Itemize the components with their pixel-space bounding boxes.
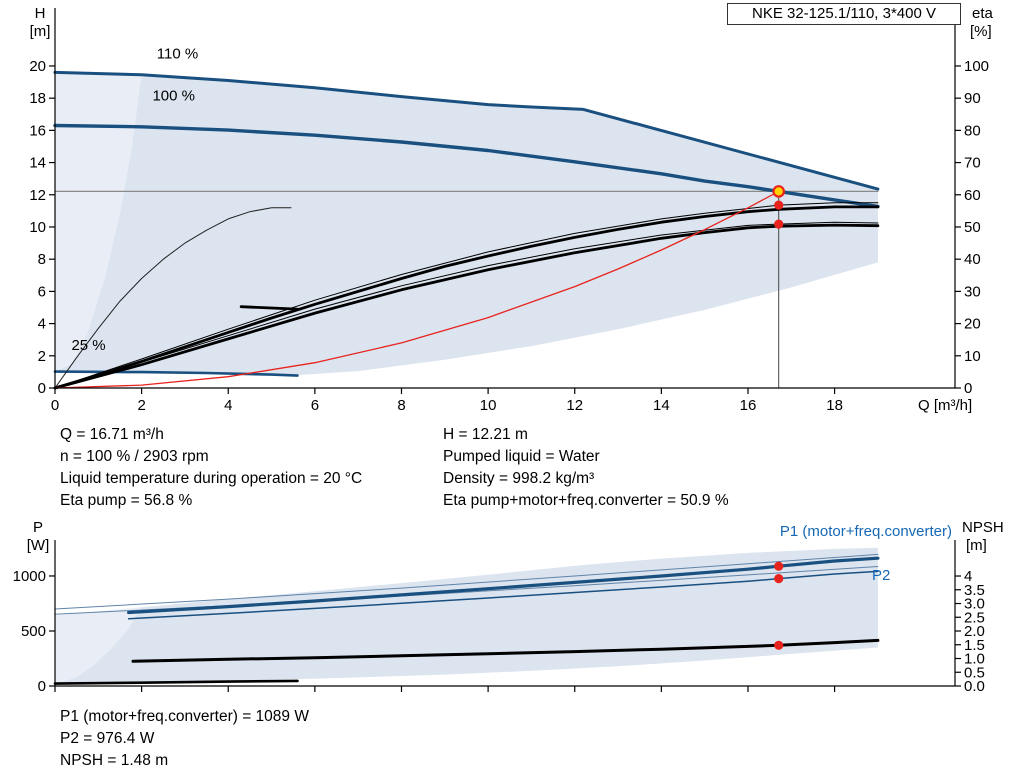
x-tick-label: 10 xyxy=(480,397,497,414)
x-tick-label: 8 xyxy=(397,397,405,414)
npsh-point xyxy=(774,640,784,650)
y-right-tick-label: 50 xyxy=(964,219,981,236)
info-line-speed: n = 100 % / 2903 rpm xyxy=(60,448,209,465)
y-right-tick-label: 90 xyxy=(964,90,981,107)
y-right-tick-label: 70 xyxy=(964,155,981,172)
x-tick-label: 14 xyxy=(653,397,670,414)
y-right-tick-label: 60 xyxy=(964,187,981,204)
qh-chart[interactable]: 0 2 4 6 8 10 12 14 16 18 0 2 4 6 8 10 12 14 16 18 20 0 10 20 30 4… xyxy=(0,0,1024,420)
axis-title-p: P xyxy=(33,520,43,536)
y-right-tick-label: 3.5 xyxy=(964,582,985,599)
y-right-tick-label: 2.0 xyxy=(964,623,985,640)
info-line-p1: P1 (motor+freq.converter) = 1089 W xyxy=(60,708,309,725)
y-left-tick-label: 20 xyxy=(29,58,46,75)
low-flow-region xyxy=(55,607,142,685)
y-left-tick-label: 16 xyxy=(29,122,46,139)
axis-title-eta: eta xyxy=(972,5,994,22)
y-right-tick-label: 20 xyxy=(964,316,981,333)
npsh-curve xyxy=(131,638,880,663)
y-right-tick-label: 1.0 xyxy=(964,651,985,668)
y-right-tick-label: 0.0 xyxy=(964,678,985,695)
eta-total-thin-curve xyxy=(54,221,879,389)
y-left-tick-label: 8 xyxy=(38,251,46,268)
info-line-npsh: NPSH = 1.48 m xyxy=(60,752,169,769)
y-left-tick-label: 500 xyxy=(21,623,46,640)
x-tick-label: 6 xyxy=(311,397,319,414)
y-right-tick-label: 30 xyxy=(964,283,981,300)
info-line-q: Q = 16.71 m³/h xyxy=(60,426,164,443)
control-curve xyxy=(54,190,780,389)
duty-point[interactable] xyxy=(772,185,785,198)
y-left-tick-label: 4 xyxy=(38,316,46,333)
y-right-tick-label: 1.5 xyxy=(964,637,985,654)
info-line-liquid: Pumped liquid = Water xyxy=(443,448,600,465)
axis-title-eta-unit: [%] xyxy=(970,23,992,40)
y-left-tick-label: 0 xyxy=(38,678,46,695)
eta-pump-point xyxy=(774,200,784,210)
y-right-tick-label: 4 xyxy=(964,568,972,585)
y-left-tick-label: 2 xyxy=(38,348,46,365)
y-right-tick-label: 80 xyxy=(964,122,981,139)
label-100pct: 100 % xyxy=(152,88,195,105)
y-right-tick-label: 0 xyxy=(964,380,972,397)
label-110pct: 110 % xyxy=(157,46,198,63)
operating-envelope xyxy=(55,72,878,376)
y-right-tick-label: 10 xyxy=(964,348,981,365)
x-tick-label: 18 xyxy=(826,397,843,414)
pump-type-label: NKE 32-125.1/110, 3*400 V xyxy=(751,5,937,22)
axis-title-npsh-unit: [m] xyxy=(966,537,987,554)
y-left-tick-label: 10 xyxy=(29,219,46,236)
info-line-eta-pump: Eta pump = 56.8 % xyxy=(60,492,193,509)
p1-tolerance-upper xyxy=(54,553,879,610)
label-p1: P1 (motor+freq.converter) xyxy=(780,523,952,540)
y-left-tick-label: 18 xyxy=(29,90,46,107)
x-tick-label: 2 xyxy=(137,397,145,414)
y-left-tick-label: 14 xyxy=(29,155,46,172)
y-right-tick-label: 100 xyxy=(964,58,989,75)
x-tick-label: 12 xyxy=(566,397,583,414)
y-right-tick-label: 0.5 xyxy=(964,664,985,681)
x-tick-label: 16 xyxy=(740,397,757,414)
y-left-tick-label: 0 xyxy=(38,380,46,397)
x-tick-label: 0 xyxy=(51,397,59,414)
y-right-tick-label: 40 xyxy=(964,251,981,268)
y-right-tick-label: 3.0 xyxy=(964,596,985,613)
info-line-h: H = 12.21 m xyxy=(443,426,528,443)
curve-110pct xyxy=(53,70,880,191)
y-left-tick-label: 6 xyxy=(38,283,46,300)
info-line-density: Density = 998.2 kg/m³ xyxy=(443,470,595,487)
eta-pump-curve xyxy=(53,205,880,390)
axis-title-npsh: NPSH xyxy=(962,520,1004,536)
axis-title-p-unit: [W] xyxy=(27,537,50,554)
pump-type-box: NKE 32-125.1/110, 3*400 V xyxy=(727,3,961,25)
p1-point xyxy=(774,561,784,571)
power-info: P1 (motor+freq.converter) = 1089 W P2 = … xyxy=(60,706,309,772)
p1-curve xyxy=(127,556,880,615)
axis-title-q: Q [m³/h] xyxy=(918,397,972,414)
info-line-eta-total: Eta pump+motor+freq.converter = 50.9 % xyxy=(443,492,729,509)
axis-title-h-unit: [m] xyxy=(30,23,51,40)
eta-25pct-segment xyxy=(239,305,299,311)
x-tick-label: 4 xyxy=(224,397,232,414)
y-left-tick-label: 12 xyxy=(29,187,46,204)
eta-total-point xyxy=(774,219,784,229)
low-flow-region xyxy=(55,72,142,372)
axis-title-h: H xyxy=(35,5,46,22)
power-npsh-chart[interactable]: 0 500 1000 0.00.51.01.52.02.53.03.54 P1 (mot… xyxy=(0,520,1024,705)
p2-point xyxy=(774,574,784,584)
y-left-tick-label: 1000 xyxy=(13,568,46,585)
label-p2: P2 xyxy=(872,567,890,584)
info-line-p2: P2 = 976.4 W xyxy=(60,730,155,747)
eta-reduced-speed-curve xyxy=(54,207,292,389)
info-line-temperature: Liquid temperature during operation = 20… xyxy=(60,470,363,487)
duty-info-left: Q = 16.71 m³/h n = 100 % / 2903 rpm Liqu… xyxy=(60,424,362,512)
y-right-tick-label: 2.5 xyxy=(964,609,985,626)
p2-curve xyxy=(127,570,879,620)
label-25pct: 25 % xyxy=(71,337,105,354)
p-25pct-segment xyxy=(53,679,299,685)
duty-info-right: H = 12.21 m Pumped liquid = Water Densit… xyxy=(443,424,729,512)
